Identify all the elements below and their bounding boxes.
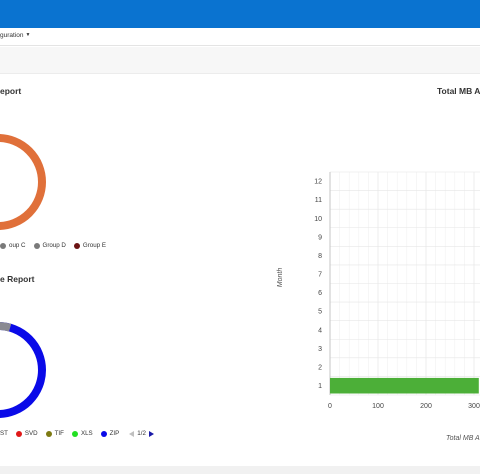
donut-segment-zip bbox=[0, 322, 46, 418]
donut-bottom-legend: ST SVD TIF XLS ZIP 1/2 bbox=[0, 430, 154, 437]
donut-chart-bottom bbox=[0, 322, 46, 418]
pager-prev-icon[interactable] bbox=[129, 430, 135, 437]
y-tick-label: 3 bbox=[318, 346, 322, 353]
legend-item[interactable]: ST bbox=[0, 430, 8, 437]
y-tick-label: 2 bbox=[318, 364, 322, 371]
x-tick-label: 300 bbox=[468, 403, 480, 410]
legend-dot-icon bbox=[15, 430, 22, 437]
donut-top-ring bbox=[0, 134, 46, 230]
y-axis-title: Month bbox=[277, 268, 284, 288]
legend-item[interactable]: Group D bbox=[33, 242, 66, 249]
top-header-bar bbox=[0, 0, 480, 28]
donut-segment-other bbox=[0, 322, 12, 332]
legend-label: ZIP bbox=[109, 430, 120, 437]
legend-item[interactable]: SVD bbox=[15, 430, 38, 437]
y-tick-label: 5 bbox=[318, 309, 322, 316]
y-tick-label: 10 bbox=[314, 216, 322, 223]
legend-label: XLS bbox=[80, 430, 93, 437]
x-tick-label: 200 bbox=[420, 403, 432, 410]
legend-label: Group E bbox=[82, 242, 106, 249]
y-tick-label: 7 bbox=[318, 272, 322, 279]
y-tick-label: 12 bbox=[314, 179, 322, 186]
legend-item[interactable]: Group E bbox=[73, 242, 106, 249]
y-tick-label: 11 bbox=[315, 197, 322, 204]
legend-item[interactable]: TIF bbox=[45, 430, 64, 437]
legend-label: SVD bbox=[24, 430, 38, 437]
pager-text: 1/2 bbox=[137, 430, 146, 437]
y-tick-label: 1 bbox=[318, 383, 322, 390]
legend-dot-icon bbox=[45, 430, 52, 437]
legend-item[interactable]: oup C bbox=[0, 242, 26, 249]
nav-configuration-menu[interactable]: guration ▼ bbox=[0, 32, 30, 39]
footer-strip bbox=[0, 466, 480, 474]
legend-dot-icon bbox=[0, 242, 6, 249]
bar-month-1 bbox=[330, 377, 479, 394]
legend-label: Group D bbox=[42, 242, 66, 249]
legend-label: ST bbox=[0, 430, 8, 437]
legend-dot-icon bbox=[33, 242, 40, 249]
legend-dot-icon bbox=[71, 430, 78, 437]
legend-pager: 1/2 bbox=[129, 430, 154, 437]
x-tick-label: 100 bbox=[372, 403, 384, 410]
legend-item[interactable]: XLS bbox=[71, 430, 93, 437]
legend-dot-icon bbox=[100, 430, 107, 437]
panel-title-total-mb: Total MB A bbox=[437, 86, 480, 96]
y-tick-label: 8 bbox=[318, 253, 322, 260]
donut-chart-top bbox=[0, 134, 46, 230]
panel-title-report: eport bbox=[0, 86, 22, 96]
legend-item[interactable]: ZIP bbox=[100, 430, 120, 437]
x-tick-label: 0 bbox=[328, 403, 332, 410]
legend-dot-icon bbox=[73, 242, 80, 249]
panel-title-file-type-report: e Report bbox=[0, 274, 35, 284]
y-tick-label: 4 bbox=[318, 327, 322, 334]
y-tick-label: 9 bbox=[318, 234, 322, 241]
pager-next-icon[interactable] bbox=[148, 430, 154, 437]
navigation-bar: guration ▼ bbox=[0, 28, 480, 46]
y-tick-label: 6 bbox=[318, 290, 322, 297]
donut-top-legend: oup C Group D Group E bbox=[0, 242, 114, 249]
toolbar-strip bbox=[0, 47, 480, 74]
legend-label: oup C bbox=[9, 242, 26, 249]
legend-label: TIF bbox=[54, 430, 64, 437]
nav-configuration-label: guration bbox=[0, 32, 24, 39]
caret-down-icon: ▼ bbox=[25, 32, 31, 38]
x-axis-title: Total MB A bbox=[446, 435, 480, 442]
